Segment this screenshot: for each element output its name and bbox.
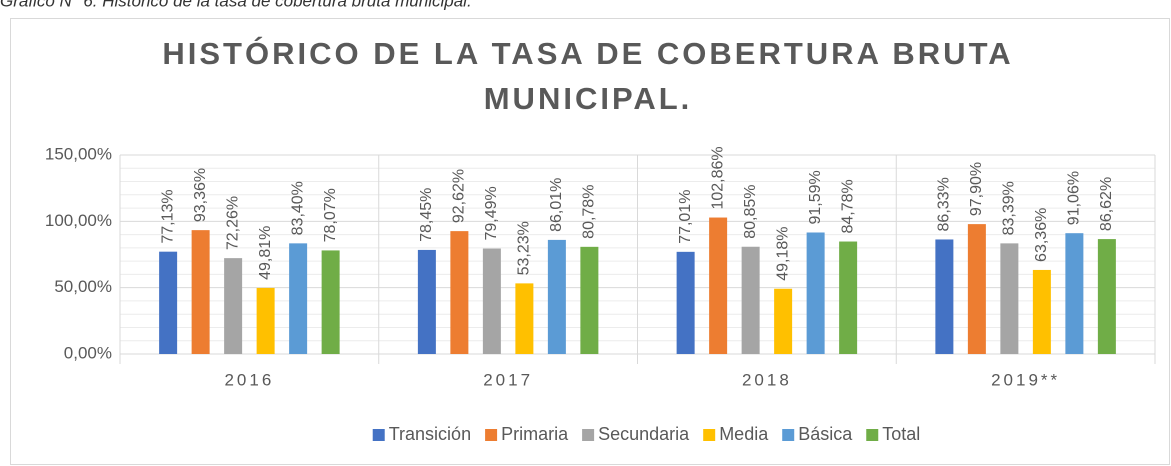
legend-label: Media (719, 424, 769, 444)
chart-title: MUNICIPAL. (484, 81, 693, 116)
bar (676, 251, 695, 354)
data-label: 97,90% (968, 162, 985, 216)
data-label: 86,62% (1098, 177, 1115, 231)
bar (417, 249, 436, 354)
y-tick-label: 150,00% (45, 144, 112, 163)
bar (967, 224, 986, 354)
bar (1097, 239, 1116, 354)
legend-label: Básica (798, 424, 853, 444)
data-label: 72,26% (224, 196, 241, 250)
bar (774, 288, 793, 354)
data-label: 91,59% (807, 170, 824, 224)
data-label: 77,13% (159, 189, 176, 243)
legend-label: Total (882, 424, 920, 444)
data-label: 53,23% (516, 221, 533, 275)
bar (580, 246, 599, 354)
legend-swatch (372, 429, 385, 441)
data-label: 86,01% (548, 178, 565, 232)
legend-label: Secundaria (598, 424, 690, 444)
data-label: 86,33% (936, 177, 953, 231)
y-tick-label: 100,00% (45, 211, 112, 230)
legend-swatch (485, 429, 498, 441)
bar (935, 239, 954, 354)
legend-label: Primaria (501, 424, 569, 444)
y-tick-label: 50,00% (54, 277, 112, 296)
y-tick-label: 0,00% (64, 343, 112, 362)
legend-swatch (782, 429, 795, 441)
x-tick-label: 2016 (224, 370, 274, 389)
bar (159, 251, 178, 354)
data-label: 49,81% (257, 226, 274, 280)
bar (1065, 233, 1084, 354)
data-label: 49,18% (774, 226, 791, 280)
bar (289, 243, 308, 354)
data-label: 83,40% (289, 181, 306, 235)
data-label: 77,01% (677, 190, 694, 244)
data-label: 63,36% (1033, 208, 1050, 262)
bar (709, 217, 728, 354)
legend-label: Transición (389, 424, 471, 444)
bar (256, 287, 275, 354)
data-label: 78,07% (322, 188, 339, 242)
data-label: 84,78% (839, 179, 856, 233)
legend-swatch (866, 429, 879, 441)
data-label: 92,62% (451, 169, 468, 223)
data-label: 102,86% (709, 146, 726, 209)
bar (547, 239, 566, 354)
caption: Gráfico N° 6. Histórico de la tasa de co… (0, 0, 472, 10)
data-label: 80,85% (742, 184, 759, 238)
bar (839, 241, 858, 354)
bar (515, 283, 534, 354)
data-label: 78,45% (418, 188, 435, 242)
legend-swatch (703, 429, 716, 441)
bar (482, 248, 501, 354)
chart-title: HISTÓRICO DE LA TASA DE COBERTURA BRUTA (162, 35, 1013, 71)
bar (1032, 269, 1051, 354)
bar (806, 232, 825, 354)
data-label: 79,49% (483, 186, 500, 240)
bar (321, 250, 340, 354)
bar (741, 246, 760, 354)
data-label: 93,36% (192, 168, 209, 222)
x-tick-label: 2018 (742, 370, 792, 389)
bar (191, 230, 210, 354)
x-tick-label: 2017 (483, 370, 533, 389)
legend-swatch (582, 429, 595, 441)
data-label: 83,39% (1001, 181, 1018, 235)
bar (224, 258, 243, 354)
bar (450, 231, 469, 354)
bar (1000, 243, 1019, 354)
data-label: 80,78% (581, 185, 598, 239)
x-tick-label: 2019** (991, 370, 1060, 389)
data-label: 91,06% (1066, 171, 1083, 225)
